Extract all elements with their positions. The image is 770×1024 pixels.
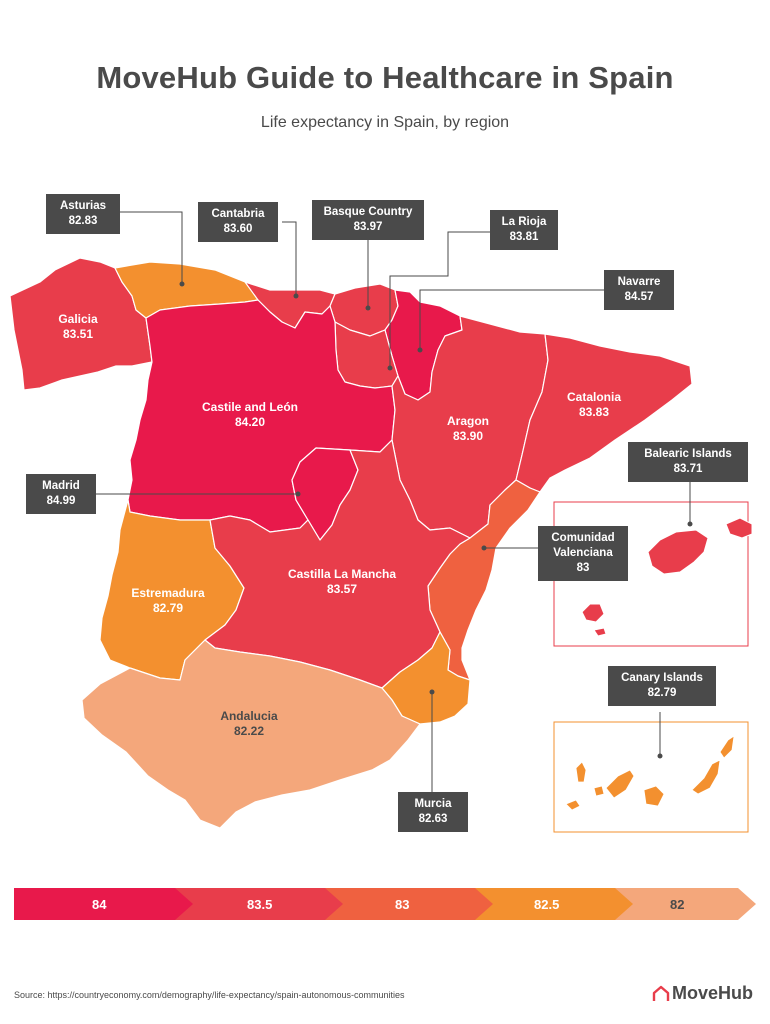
legend-step-82-5: [450, 888, 633, 920]
region-value: 83.51: [62, 327, 94, 341]
legend-step-84: [14, 888, 193, 920]
dot-canary: [657, 753, 663, 759]
dot-balearic: [687, 521, 693, 527]
callout-canary: Canary Islands 82.79: [608, 666, 716, 706]
dot-asturias: [179, 281, 185, 287]
label-galicia: Galicia 83.51: [40, 312, 116, 342]
region-name: Murcia: [414, 798, 452, 810]
island-gran-canaria: [643, 785, 665, 807]
region-name: Madrid: [42, 480, 80, 492]
legend-step-83: [300, 888, 493, 920]
region-name: Andalucia: [220, 709, 278, 723]
page-title: MoveHub Guide to Healthcare in Spain: [96, 60, 674, 95]
source-note: Source: https://countryeconomy.com/demog…: [14, 990, 405, 1000]
region-name: Asturias: [59, 200, 107, 212]
leader-cantabria: [282, 221, 297, 296]
label-castile-leon: Castile and León 84.20: [180, 400, 320, 430]
island-ibiza: [581, 603, 605, 623]
callout-murcia: Murcia 82.63: [398, 792, 468, 832]
region-murcia[interactable]: [381, 631, 471, 725]
island-el-hierro: [565, 799, 581, 811]
house-icon: [652, 985, 670, 1001]
label-andalucia: Andalucia 82.22: [204, 709, 294, 739]
region-name: Castile and León: [201, 400, 299, 414]
region-catalonia[interactable]: [515, 333, 693, 493]
region-value: 83.57: [326, 582, 358, 596]
island-lanzarote: [719, 735, 735, 759]
label-aragon: Aragon 83.90: [430, 414, 506, 444]
region-name: Catalonia: [566, 390, 621, 404]
region-name: Galicia: [58, 312, 98, 326]
legend-label-83-5: 83.5: [247, 897, 273, 912]
region-name: La Rioja: [501, 216, 547, 228]
label-castilla-mancha: Castilla La Mancha 83.57: [272, 567, 412, 597]
region-name: Canary Islands: [621, 672, 703, 684]
leader-navarre: [419, 289, 604, 350]
island-menorca: [725, 517, 753, 539]
region-value: 82.22: [233, 724, 265, 738]
leader-rioja: [389, 231, 490, 368]
legend-step-83-5: [150, 888, 343, 920]
island-mallorca: [647, 529, 709, 575]
region-value: 83.71: [673, 463, 703, 475]
region-value: 83.60: [223, 223, 253, 235]
region-name: Comunidad: [551, 532, 615, 544]
region-name: Balearic Islands: [644, 448, 732, 460]
region-value: 83: [576, 562, 590, 574]
callout-basque: Basque Country 83.97: [312, 200, 424, 240]
region-name: Navarre: [617, 276, 661, 288]
region-value: 84.57: [624, 291, 654, 303]
island-la-palma: [575, 761, 587, 783]
dot-navarre: [417, 347, 423, 353]
region-name: Estremadura: [131, 586, 205, 600]
callout-balearic: Balearic Islands 83.71: [628, 442, 748, 482]
region-value: 83.81: [509, 231, 539, 243]
callout-cantabria: Cantabria 83.60: [198, 202, 278, 242]
island-tenerife: [605, 769, 635, 799]
legend-label-84: 84: [92, 897, 107, 912]
island-fuerteventura: [691, 759, 721, 795]
region-value: 82.83: [68, 215, 98, 227]
canary-inset-frame: [553, 721, 749, 833]
island-la-gomera: [593, 785, 605, 797]
region-value: 84.99: [46, 495, 76, 507]
dot-basque: [365, 305, 371, 311]
brand-logo: MoveHub: [652, 983, 753, 1004]
legend-label-83: 83: [395, 897, 410, 912]
dot-cantabria: [293, 293, 299, 299]
callout-asturias: Asturias 82.83: [46, 194, 120, 234]
brand-name: MoveHub: [672, 983, 753, 1003]
region-name: Castilla La Mancha: [287, 567, 397, 581]
dot-valencia: [481, 545, 487, 551]
callout-rioja: La Rioja 83.81: [490, 210, 558, 250]
dot-murcia: [429, 689, 435, 695]
region-name: Aragon: [447, 414, 489, 428]
region-value: 82.63: [418, 813, 448, 825]
region-value: 84.20: [234, 415, 266, 429]
region-andalucia[interactable]: [81, 639, 421, 829]
legend-step-82: [600, 888, 756, 920]
legend-label-82-5: 82.5: [534, 897, 560, 912]
region-value: 82.79: [152, 601, 184, 615]
callout-madrid: Madrid 84.99: [26, 474, 96, 514]
region-value: 83.97: [353, 221, 383, 233]
region-value: 82.79: [647, 687, 677, 699]
region-name: Cantabria: [211, 208, 265, 220]
region-name: Valenciana: [553, 547, 613, 559]
callout-navarre: Navarre 84.57: [604, 270, 674, 310]
label-estremadura: Estremadura 82.79: [120, 586, 216, 616]
leader-asturias: [120, 211, 183, 284]
region-name: Basque Country: [323, 206, 413, 218]
region-value: 83.90: [452, 429, 484, 443]
legend-label-82: 82: [670, 897, 685, 912]
island-formentera: [593, 627, 607, 637]
dot-madrid: [295, 491, 301, 497]
label-catalonia: Catalonia 83.83: [556, 390, 632, 420]
region-value: 83.83: [578, 405, 610, 419]
dot-rioja: [387, 365, 393, 371]
page-subtitle: Life expectancy in Spain, by region: [260, 114, 510, 131]
callout-valencia: Comunidad Valenciana 83: [538, 526, 628, 581]
legend-scale: [14, 888, 756, 920]
